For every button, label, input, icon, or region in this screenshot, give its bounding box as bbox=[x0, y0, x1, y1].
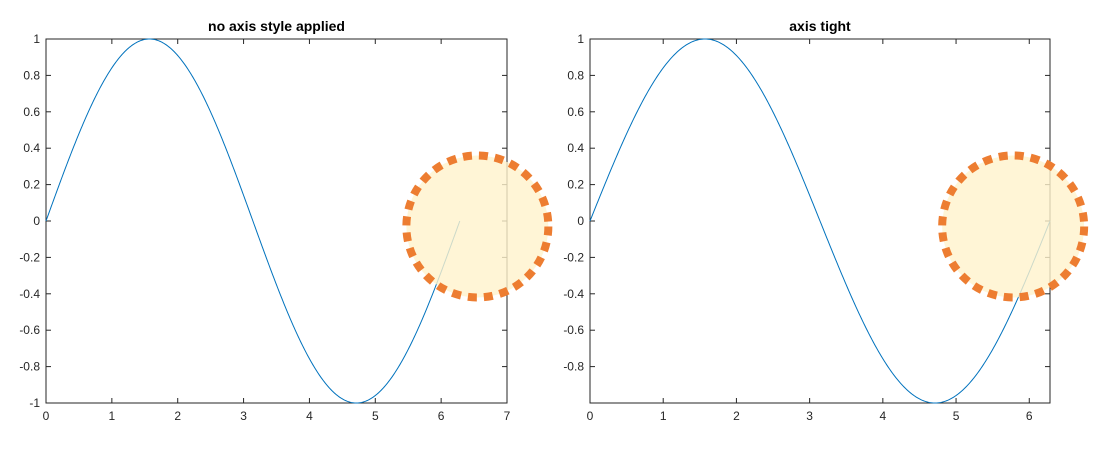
y-tick-label: 0.2 bbox=[23, 178, 40, 192]
x-tick-label: 0 bbox=[43, 409, 50, 423]
axes-title: no axis style applied bbox=[208, 18, 345, 34]
y-tick-label: -0.6 bbox=[563, 323, 584, 337]
x-tick-label: 3 bbox=[240, 409, 247, 423]
x-tick-label: 4 bbox=[880, 409, 887, 423]
sine-series-line bbox=[45, 38, 461, 404]
y-tick-label: 1 bbox=[577, 32, 584, 46]
x-tick-label: 0 bbox=[587, 409, 594, 423]
y-tick-label: -0.4 bbox=[19, 287, 40, 301]
axes-title: axis tight bbox=[789, 18, 851, 34]
y-tick-label: -0.2 bbox=[19, 250, 40, 264]
x-tick-label: 7 bbox=[504, 409, 511, 423]
y-tick-label: 1 bbox=[33, 32, 40, 46]
y-tick-label: -1 bbox=[29, 396, 40, 410]
x-tick-label: 5 bbox=[372, 409, 379, 423]
y-tick-label: -0.8 bbox=[563, 360, 584, 374]
highlight-circle bbox=[938, 151, 1089, 302]
axes-right: axis tight 0 1 2 3 4 5 6 -0.8 -0.6 -0.4 -0.2 0 0.2 0.4… bbox=[563, 18, 1089, 423]
highlight-circle bbox=[402, 151, 553, 302]
y-tick-label: 0.8 bbox=[567, 68, 584, 82]
x-tick-label: 2 bbox=[733, 409, 740, 423]
x-tick-label: 2 bbox=[174, 409, 181, 423]
y-tick-label: 0.4 bbox=[567, 141, 584, 155]
y-tick-label: 0 bbox=[577, 214, 584, 228]
y-tick-label: 0.4 bbox=[23, 141, 40, 155]
sine-series-line bbox=[589, 38, 1051, 404]
y-tick-label: 0.6 bbox=[567, 105, 584, 119]
x-tick-label: 4 bbox=[306, 409, 313, 423]
y-tick-label: 0 bbox=[33, 214, 40, 228]
x-tick-label: 6 bbox=[438, 409, 445, 423]
x-tick-label: 3 bbox=[806, 409, 813, 423]
y-tick-label: 0.8 bbox=[23, 68, 40, 82]
y-tick-label: 0.6 bbox=[23, 105, 40, 119]
y-tick-label: -0.6 bbox=[19, 323, 40, 337]
y-tick-label: -0.8 bbox=[19, 360, 40, 374]
x-tick-label: 1 bbox=[109, 409, 116, 423]
y-tick-label: -0.2 bbox=[563, 250, 584, 264]
x-tick-label: 6 bbox=[1026, 409, 1033, 423]
axes-left: no axis style applied 0 1 2 3 4 5 6 7 -1 -0.8 -0.6 -… bbox=[19, 18, 553, 423]
x-tick-label: 5 bbox=[953, 409, 960, 423]
y-tick-label: 0.2 bbox=[567, 178, 584, 192]
x-tick-label: 1 bbox=[660, 409, 667, 423]
y-tick-label: -0.4 bbox=[563, 287, 584, 301]
